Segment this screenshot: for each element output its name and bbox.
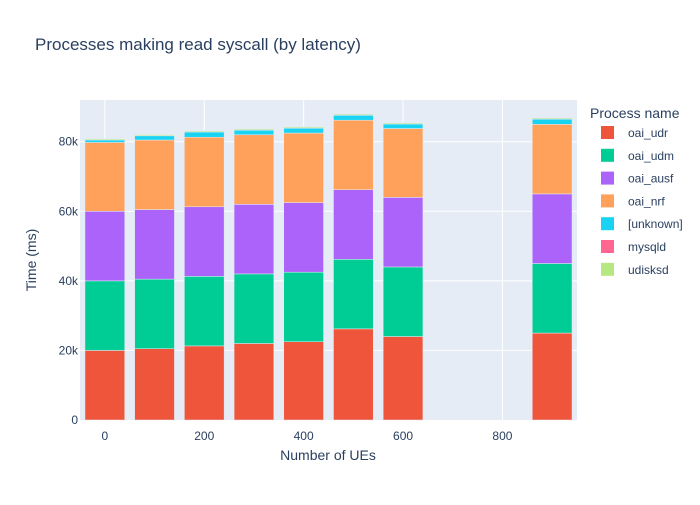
bar-segment-oai-udm xyxy=(383,267,423,337)
legend-swatch xyxy=(601,149,614,162)
legend-swatch xyxy=(601,217,614,230)
bar-segment-oai-udm xyxy=(532,263,572,333)
bar-segment-unknown xyxy=(383,124,423,129)
bar-segment-oai-udm xyxy=(234,274,274,344)
legend-label: oai_udr xyxy=(628,126,668,140)
bar-segment-unknown xyxy=(284,128,324,133)
legend-label: oai_nrf xyxy=(628,194,665,208)
bar-segment-unknown xyxy=(184,132,224,137)
legend-item[interactable]: oai_udr xyxy=(601,126,668,140)
x-tick-label: 0 xyxy=(102,429,109,443)
chart-title: Processes making read syscall (by latenc… xyxy=(35,35,361,54)
bar-segment-oai-udr xyxy=(135,349,175,420)
bar-segment-oai-ausf xyxy=(234,204,274,274)
legend-title: Process name xyxy=(590,105,680,121)
bar-segment-udisksd xyxy=(284,127,324,128)
legend-swatch xyxy=(601,126,614,139)
y-axis-title: Time (ms) xyxy=(23,229,39,291)
bar-segment-oai-udr xyxy=(234,343,274,420)
y-tick-label: 60k xyxy=(59,204,79,218)
y-tick-label: 40k xyxy=(59,274,79,288)
bar-segment-oai-udr xyxy=(383,337,423,420)
legend-label: [unknown] xyxy=(628,217,683,231)
bar-segment-oai-ausf xyxy=(85,211,125,281)
bar-segment-oai-nrf xyxy=(383,129,423,198)
bar-segment-oai-ausf xyxy=(532,194,572,264)
bar-segment-oai-udr xyxy=(184,346,224,420)
bar-segment-udisksd xyxy=(333,114,373,115)
bar-segment-oai-ausf xyxy=(333,190,373,260)
bar-segment-udisksd xyxy=(85,139,125,140)
legend-item[interactable]: udisksd xyxy=(601,263,669,277)
bar-segment-unknown xyxy=(85,140,125,142)
x-axis-title: Number of UEs xyxy=(280,447,376,463)
legend-item[interactable]: mysqld xyxy=(601,240,666,254)
bar-segment-oai-udr xyxy=(333,329,373,420)
bar-segment-oai-udm xyxy=(135,279,175,349)
bar-segment-oai-udm xyxy=(333,259,373,329)
y-tick-label: 20k xyxy=(59,343,79,357)
legend-swatch xyxy=(601,263,614,276)
bar-segment-oai-nrf xyxy=(85,142,125,211)
bar-segment-unknown xyxy=(135,136,175,140)
legend-item[interactable]: [unknown] xyxy=(601,217,683,231)
legend-label: mysqld xyxy=(628,240,666,254)
bar-segment-oai-nrf xyxy=(333,120,373,190)
bar-segment-oai-udm xyxy=(85,281,125,351)
x-tick-label: 600 xyxy=(393,429,413,443)
bar-segment-oai-ausf xyxy=(383,197,423,267)
bar-segment-udisksd xyxy=(532,118,572,119)
bar-segment-oai-ausf xyxy=(184,207,224,277)
bar-segment-oai-ausf xyxy=(284,203,324,273)
bar-segment-oai-nrf xyxy=(184,137,224,207)
bar-segment-oai-nrf xyxy=(532,124,572,194)
legend-label: oai_udm xyxy=(628,149,674,163)
bar-segment-oai-nrf xyxy=(135,140,175,210)
legend-item[interactable]: oai_nrf xyxy=(601,194,665,208)
y-tick-label: 0 xyxy=(71,413,78,427)
bar-segment-udisksd xyxy=(135,135,175,136)
bar-segment-oai-ausf xyxy=(135,210,175,280)
bar-segment-oai-nrf xyxy=(234,135,274,205)
bar-segment-udisksd xyxy=(383,123,423,124)
bar-segment-oai-nrf xyxy=(284,133,324,203)
y-tick-label: 80k xyxy=(59,135,79,149)
x-tick-label: 400 xyxy=(294,429,314,443)
bar-segment-unknown xyxy=(234,130,274,135)
legend-swatch xyxy=(601,194,614,207)
bar-segment-oai-udr xyxy=(284,342,324,420)
bar-segment-udisksd xyxy=(234,129,274,130)
bar-segment-udisksd xyxy=(184,131,224,132)
bar-segment-oai-udr xyxy=(85,350,125,420)
bar-segment-oai-udm xyxy=(184,276,224,346)
bar-segment-unknown xyxy=(333,115,373,120)
bar-segment-oai-udr xyxy=(532,333,572,420)
legend-label: udisksd xyxy=(628,263,669,277)
legend-item[interactable]: oai_ausf xyxy=(601,172,674,186)
bar-segment-oai-udm xyxy=(284,272,324,342)
legend-label: oai_ausf xyxy=(628,172,674,186)
x-tick-label: 800 xyxy=(492,429,512,443)
legend-swatch xyxy=(601,240,614,253)
x-tick-label: 200 xyxy=(194,429,214,443)
legend-swatch xyxy=(601,172,614,185)
bar-segment-unknown xyxy=(532,119,572,124)
legend-item[interactable]: oai_udm xyxy=(601,149,674,163)
